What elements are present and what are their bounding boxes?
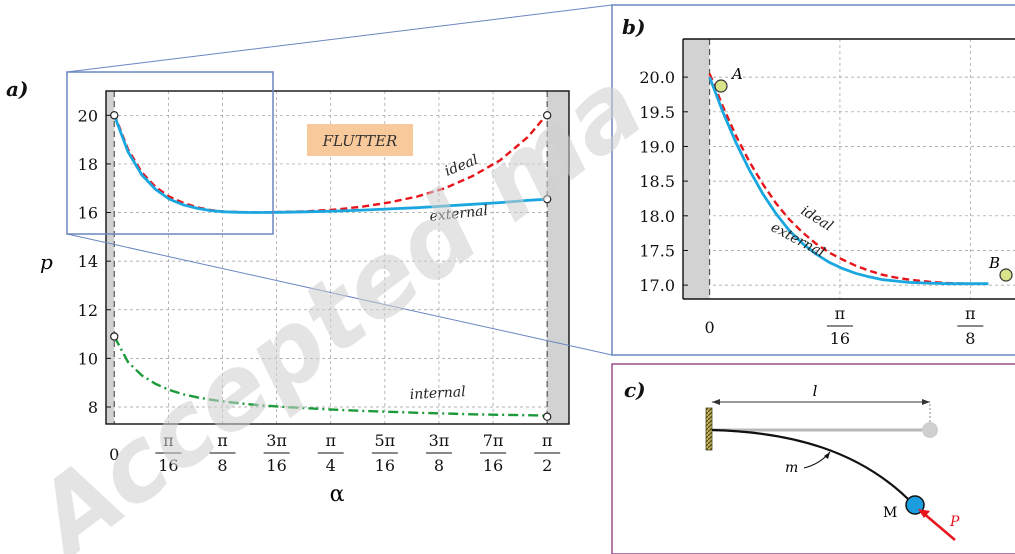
series-external: [708, 76, 989, 286]
panel-a-ticks: 0 π 16 π 8 3π 16 π 4 5π 16 3π 8 7π 16 π 2 8 10 12 14 16 18 20: [78, 106, 561, 475]
flutter-box: [307, 124, 413, 156]
point-b-label: B: [988, 254, 1000, 272]
y-tick-label: 19.0: [639, 137, 675, 156]
panel-b-frame: [611, 4, 1015, 356]
flutter-label: FLUTTER: [322, 132, 398, 150]
y-tick-label: 17.0: [639, 276, 675, 295]
length-arrow-right: [922, 399, 930, 405]
panel-a-ylabel: p: [40, 250, 53, 274]
y-tick-label: 10: [78, 349, 98, 368]
y-tick-label: 8: [88, 398, 98, 417]
y-tick-label: 18: [78, 155, 98, 174]
force-label: P: [949, 514, 960, 530]
x-tick-label: 3π: [429, 431, 450, 450]
x-tick-label: π: [217, 431, 228, 450]
point-a-label: A: [730, 65, 743, 83]
zoom-connector-bottom: [66, 233, 613, 356]
force-arrow-shaft: [921, 511, 956, 541]
x-tick-label: 16: [830, 329, 850, 348]
panel-b-ticks: 0 π 16 π 8 17.0 17.5 18.0 18.5 19.0 19.5 20.0: [639, 68, 984, 348]
x-tick-label: 5π: [374, 431, 395, 450]
x-tick-label: π: [965, 304, 976, 323]
x-tick-label: 4: [326, 456, 336, 475]
x-tick-label: 0: [704, 318, 714, 337]
y-tick-label: 20: [78, 106, 98, 125]
x-tick-label: π: [835, 304, 846, 323]
internal-label-a: internal: [409, 384, 466, 403]
x-tick-label: 0: [109, 445, 119, 464]
panel-b-shaded-region: [683, 39, 711, 299]
clamp-wall: [705, 407, 713, 451]
undeformed-mass: [922, 422, 938, 438]
mass-m-label: m: [785, 460, 798, 476]
mass-M-label: M: [883, 505, 897, 521]
x-tick-label: 8: [965, 329, 975, 348]
zoom-box: [66, 71, 274, 235]
endpoint-marker: [542, 412, 552, 421]
y-tick-label: 19.5: [639, 103, 675, 122]
m-pointer-head: [824, 452, 830, 459]
x-tick-label: 16: [375, 456, 395, 475]
force-arrow-head: [918, 509, 930, 518]
x-tick-label: 16: [266, 456, 286, 475]
x-tick-label: π: [163, 431, 174, 450]
series-internal: [113, 335, 548, 417]
external-label-a: external: [429, 203, 489, 225]
endpoint-marker: [110, 111, 119, 120]
panel-a-xlabel: α: [330, 482, 345, 507]
shade-right: [547, 91, 569, 424]
x-tick-label: 7π: [483, 431, 504, 450]
panel-a-series: [112, 113, 549, 417]
point-a-marker: [714, 79, 728, 93]
x-tick-label: 2: [542, 456, 552, 475]
y-tick-label: 20.0: [639, 68, 675, 87]
panel-a: a) 0 π 16 π 8 3π 16 π 4 5π 16 3π 8 7π 16 π 2 8 10 12 14 16 18 2…: [6, 71, 570, 507]
x-tick-label: 8: [217, 456, 227, 475]
x-tick-label: 8: [434, 456, 444, 475]
endpoint-marker: [542, 194, 552, 204]
panel-c-label: c): [624, 378, 646, 402]
panel-b-grid: [683, 39, 1015, 299]
x-tick-label: π: [325, 431, 336, 450]
y-tick-label: 16: [78, 204, 98, 223]
x-tick-label: 3π: [266, 431, 287, 450]
shade-left: [683, 39, 710, 299]
panel-b-series: [708, 73, 989, 286]
y-tick-label: 14: [78, 252, 98, 271]
zoom-connector-top: [66, 4, 613, 73]
endpoint-marker: [110, 332, 119, 341]
length-label: l: [813, 382, 818, 400]
panel-b-label: b): [622, 15, 645, 39]
endpoint-marker: [542, 111, 552, 120]
panel-c: c) l m M P: [611, 363, 1015, 554]
y-tick-label: 12: [78, 301, 98, 320]
panel-a-shaded-regions: [106, 91, 569, 424]
series-external: [112, 114, 548, 214]
panel-a-axes-frame: [105, 90, 570, 425]
panel-a-endpoints: [110, 111, 552, 421]
y-tick-label: 17.5: [639, 241, 675, 260]
length-arrow-left: [712, 399, 720, 405]
panel-c-frame: [611, 363, 1015, 554]
shade-left: [106, 91, 115, 424]
series-ideal: [708, 73, 989, 285]
x-tick-label: π: [542, 431, 553, 450]
point-b-marker: [999, 268, 1013, 282]
x-tick-label: 16: [483, 456, 503, 475]
y-tick-label: 18.0: [639, 207, 675, 226]
panel-a-label: a): [6, 77, 28, 101]
x-tick-label: 16: [158, 456, 178, 475]
deformed-rod: [711, 428, 913, 504]
y-tick-label: 18.5: [639, 172, 675, 191]
